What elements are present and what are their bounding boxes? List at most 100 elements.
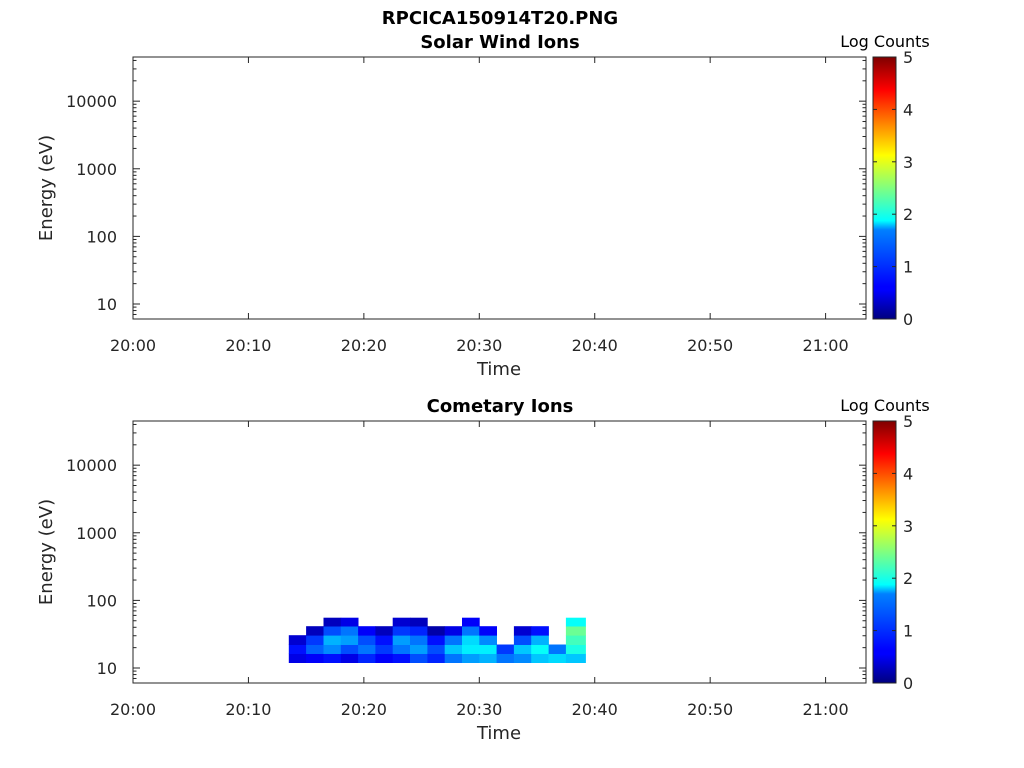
heatmap-cell (462, 644, 480, 654)
panel-title: Cometary Ions (427, 396, 574, 417)
heatmap-cell (427, 653, 446, 663)
heatmap-cell (323, 617, 342, 627)
x-tick-label: 20:10 (225, 336, 271, 355)
y-tick-label: 100 (86, 227, 117, 246)
colorbar-tick-label: 1 (903, 622, 913, 641)
x-tick-label: 21:00 (803, 700, 849, 719)
heatmap-cell (531, 653, 549, 663)
x-tick-label: 20:50 (687, 700, 733, 719)
heatmap-cell (410, 626, 428, 636)
heatmap-cell (375, 653, 394, 663)
plot-frame (132, 56, 867, 320)
colorbar-tick-label: 3 (903, 153, 913, 172)
y-tick-label: 10 (97, 295, 117, 314)
heatmap-cell (410, 617, 428, 627)
heatmap-cell (479, 626, 497, 636)
x-tick-label: 20:20 (341, 336, 387, 355)
heatmap-cell (496, 644, 515, 654)
x-axis-label: Time (476, 359, 521, 380)
heatmap-cell (340, 626, 359, 636)
heatmap-cell (358, 653, 376, 663)
panel-title: Solar Wind Ions (420, 32, 579, 53)
heatmap-cell (427, 635, 446, 645)
heatmap-cell (288, 635, 307, 645)
heatmap-cell (531, 644, 549, 654)
heatmap-cell (392, 653, 411, 663)
heatmap-cell (375, 635, 394, 645)
colorbar-tick-label: 4 (903, 464, 913, 483)
y-tick-label: 10000 (66, 456, 117, 475)
heatmap-cell (565, 644, 586, 654)
heatmap-cell (288, 653, 307, 663)
colorbar-tick-label: 4 (903, 100, 913, 119)
heatmap-cell (323, 644, 342, 654)
x-tick-label: 20:40 (572, 700, 618, 719)
colorbar-tick-label: 1 (903, 258, 913, 277)
heatmap-cell (410, 653, 428, 663)
heatmap-cell (392, 617, 411, 627)
colorbar-label: Log Counts (840, 32, 930, 51)
x-tick-label: 20:50 (687, 336, 733, 355)
y-axis-label: Energy (eV) (36, 499, 57, 605)
x-axis-label: Time (476, 723, 521, 744)
heatmap-cell (513, 644, 532, 654)
heatmap-cell (531, 626, 549, 636)
y-tick-label: 100 (86, 591, 117, 610)
colorbar-tick-label: 3 (903, 517, 913, 536)
solar-wind-ions-panel: Solar Wind Ions 20:00 20:10 20:20 20:30 20:40… (36, 32, 930, 380)
heatmap-cell (479, 653, 497, 663)
heatmap-cell (323, 653, 342, 663)
heatmap-cell (375, 626, 394, 636)
heatmap-cell (565, 653, 586, 663)
y-tick-label: 10000 (66, 92, 117, 111)
heatmap-cell (340, 653, 359, 663)
colorbar-tick-label: 0 (903, 310, 913, 329)
heatmap-cell (323, 635, 342, 645)
heatmap-cell (462, 617, 480, 627)
x-tick-label: 20:30 (456, 336, 502, 355)
colorbar-tick-label: 5 (903, 412, 913, 431)
heatmap-cell (392, 644, 411, 654)
colorbar-tick-label: 5 (903, 48, 913, 67)
heatmap-cell (513, 635, 532, 645)
heatmap-cell (513, 626, 532, 636)
heatmap-cell (496, 653, 515, 663)
colorbar (872, 56, 897, 320)
heatmap-cell (323, 626, 342, 636)
heatmap-cell (444, 653, 463, 663)
colorbar-tick-label: 2 (903, 569, 913, 588)
heatmap-cell (340, 644, 359, 654)
heatmap-cell (565, 626, 586, 636)
colorbar (872, 420, 897, 684)
x-tick-label: 20:10 (225, 700, 271, 719)
heatmap-cell (306, 653, 324, 663)
colorbar-tick-label: 0 (903, 674, 913, 693)
colorbar-tick-label: 2 (903, 205, 913, 224)
heatmap-cell (410, 644, 428, 654)
heatmap-cell (444, 644, 463, 654)
heatmap-cell (427, 644, 446, 654)
heatmap-cell (479, 644, 497, 654)
heatmap-cell (306, 626, 324, 636)
heatmap-cell (358, 644, 376, 654)
heatmap-cell (548, 653, 567, 663)
heatmap-cell (306, 644, 324, 654)
heatmap-cell (565, 635, 586, 645)
x-tick-label: 20:40 (572, 336, 618, 355)
heatmap-cell (358, 635, 376, 645)
heatmap-cell (340, 635, 359, 645)
heatmap-cell (462, 626, 480, 636)
x-tick-label: 20:20 (341, 700, 387, 719)
heatmap-cell (565, 617, 586, 627)
heatmap-cell (462, 635, 480, 645)
x-tick-label: 21:00 (803, 336, 849, 355)
heatmap-cell (548, 644, 567, 654)
plot-frame (132, 420, 867, 684)
heatmap-cell (427, 626, 446, 636)
heatmap-cell (358, 626, 376, 636)
heatmap-cell (444, 635, 463, 645)
figure-title: RPCICA150914T20.PNG (382, 8, 618, 29)
y-tick-label: 1000 (76, 524, 117, 543)
x-tick-label: 20:30 (456, 700, 502, 719)
